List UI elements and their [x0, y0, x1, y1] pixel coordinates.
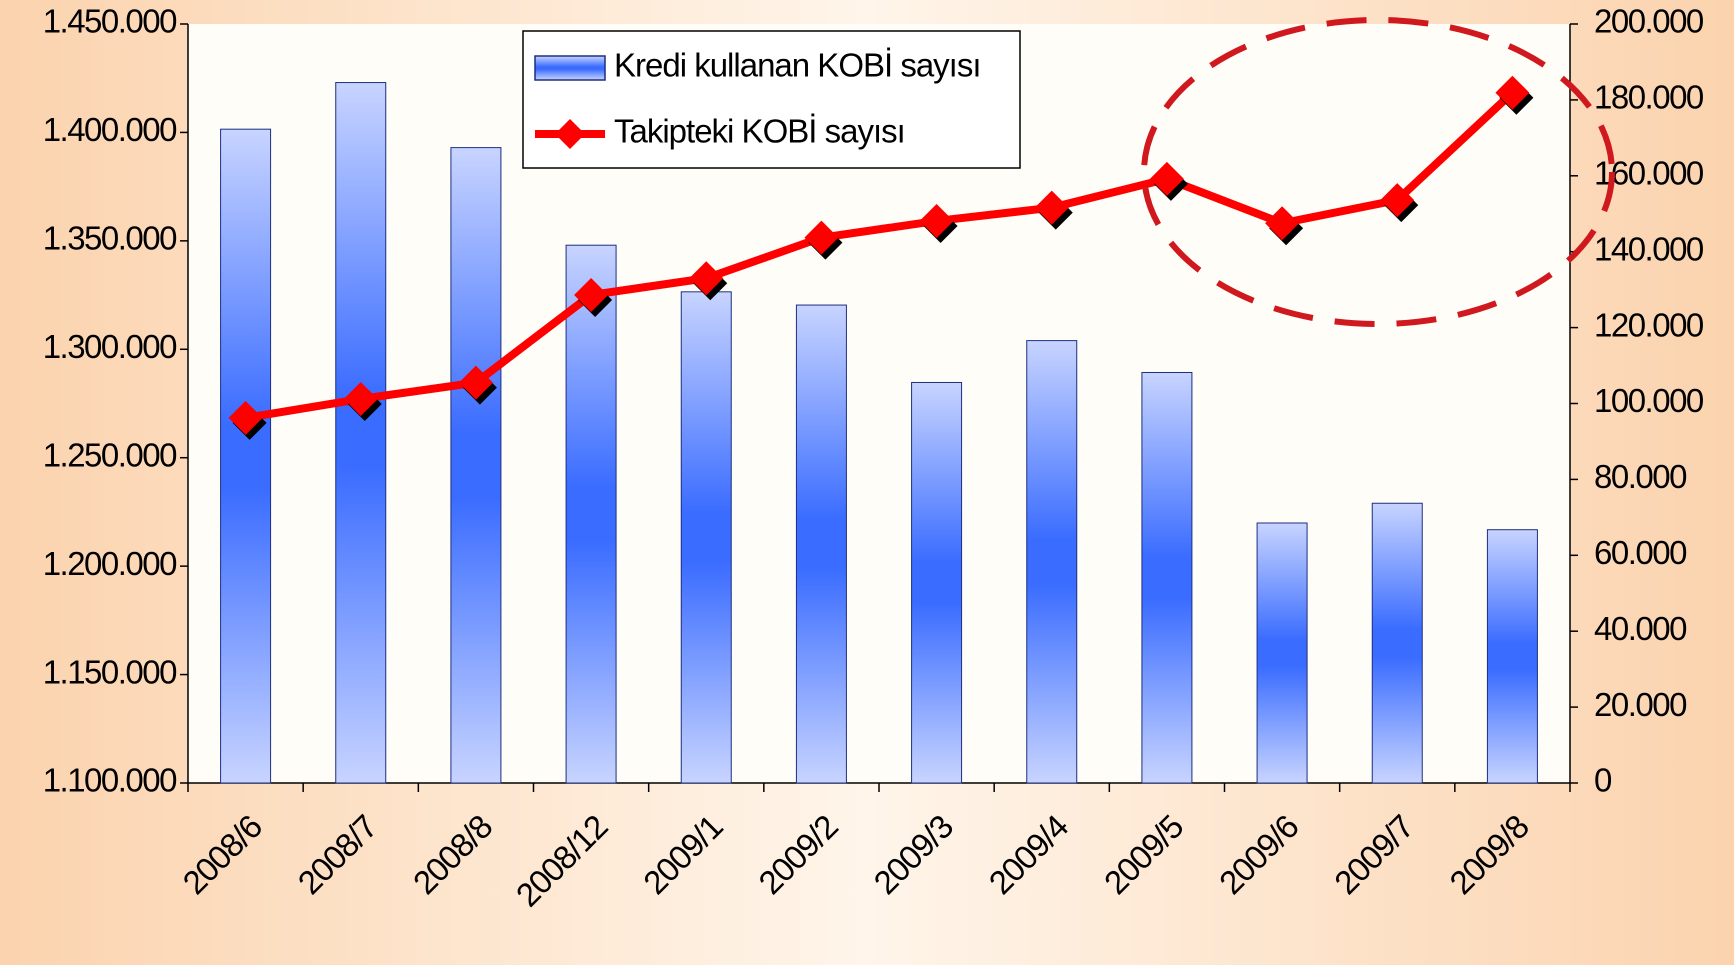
marker	[343, 381, 378, 416]
bar	[565, 244, 617, 784]
legend-label: Takipteki KOBİ sayısı	[614, 113, 905, 150]
y2-tick-label: 40.000	[1594, 610, 1687, 647]
y2-tick-label: 20.000	[1594, 686, 1687, 723]
marker	[458, 365, 493, 400]
y2-tick-label: 200.000	[1594, 3, 1704, 40]
y2-tick-label: 100.000	[1594, 382, 1704, 419]
marker	[1149, 161, 1184, 196]
bar	[680, 291, 732, 784]
legend-marker	[555, 119, 585, 149]
legend-swatch	[534, 55, 606, 81]
marker	[574, 277, 609, 312]
bar	[1256, 522, 1308, 784]
marker	[1495, 75, 1530, 110]
legend-label: Kredi kullanan KOBİ sayısı	[614, 47, 981, 84]
line	[244, 89, 1516, 422]
y-tick-label: 1.250.000	[43, 436, 177, 473]
marker	[228, 400, 263, 435]
bar	[795, 304, 847, 784]
marker	[1034, 190, 1069, 225]
marker	[1265, 206, 1300, 241]
highlight-ellipse	[1141, 17, 1615, 327]
y2-tick-label: 140.000	[1594, 230, 1704, 267]
y2-tick-label: 180.000	[1594, 79, 1704, 116]
bar	[335, 82, 387, 784]
y-tick-label: 1.450.000	[43, 3, 177, 40]
y2-tick-label: 0	[1594, 762, 1612, 799]
y-tick-label: 1.100.000	[43, 762, 177, 799]
bar	[220, 128, 272, 784]
bar	[1026, 340, 1078, 784]
y2-tick-label: 60.000	[1594, 534, 1687, 571]
legend-box	[522, 30, 1021, 169]
y-tick-label: 1.150.000	[43, 653, 177, 690]
y-tick-label: 1.200.000	[43, 545, 177, 582]
y2-tick-label: 80.000	[1594, 458, 1687, 495]
bar	[1486, 529, 1538, 784]
y-tick-label: 1.400.000	[43, 111, 177, 148]
bar	[911, 381, 963, 784]
marker	[919, 203, 954, 238]
bar	[1141, 371, 1193, 784]
bar	[1371, 502, 1423, 784]
marker	[804, 220, 839, 255]
y2-tick-label: 120.000	[1594, 306, 1704, 343]
y-tick-label: 1.350.000	[43, 220, 177, 257]
marker	[1380, 183, 1415, 218]
marker	[689, 261, 724, 296]
bar	[450, 147, 502, 784]
y-tick-label: 1.300.000	[43, 328, 177, 365]
